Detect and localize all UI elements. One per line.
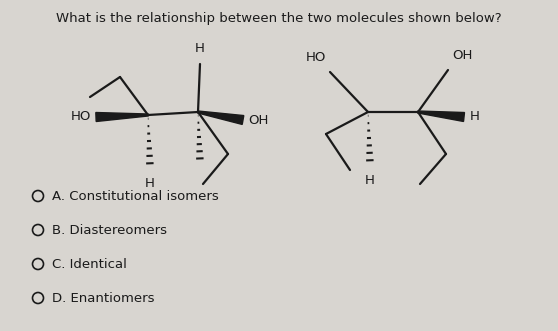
Text: A. Constitutional isomers: A. Constitutional isomers [52,190,219,203]
Text: H: H [195,42,205,55]
Text: C. Identical: C. Identical [52,258,127,270]
Text: HO: HO [71,111,91,123]
Text: HO: HO [306,51,326,64]
Text: B. Diastereomers: B. Diastereomers [52,223,167,237]
Text: H: H [365,174,375,187]
Text: OH: OH [452,49,473,62]
Text: D. Enantiomers: D. Enantiomers [52,292,155,305]
Text: H: H [145,177,155,190]
Text: What is the relationship between the two molecules shown below?: What is the relationship between the two… [56,12,502,25]
Polygon shape [418,111,464,121]
Text: H: H [470,111,480,123]
Polygon shape [96,113,148,121]
Polygon shape [198,111,244,124]
Text: OH: OH [248,114,268,126]
